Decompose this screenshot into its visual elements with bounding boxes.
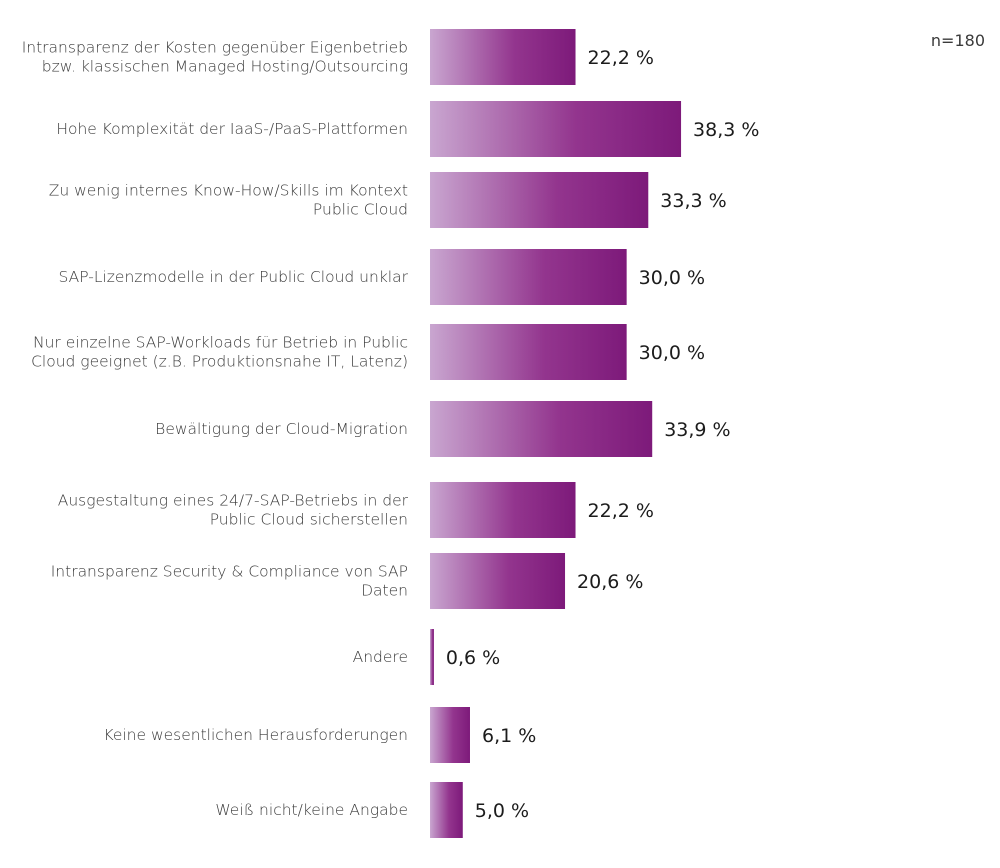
- category-label: SAP-Lizenzmodelle in der Public Cloud un…: [59, 268, 409, 286]
- category-label: Bewältigung der Cloud-Migration: [155, 420, 408, 438]
- category-label-line: bzw. klassischen Managed Hosting/Outsour…: [42, 58, 408, 76]
- value-label: 5,0 %: [475, 800, 529, 822]
- value-label: 38,3 %: [693, 119, 759, 141]
- category-label-line: Keine wesentlichen Herausforderungen: [103, 726, 408, 744]
- bar: [430, 782, 463, 838]
- bar: [430, 324, 627, 380]
- bars-layer: Intransparenz der Kosten gegenüber Eigen…: [22, 29, 759, 838]
- bar: [430, 629, 434, 685]
- value-label: 22,2 %: [588, 47, 654, 69]
- value-label: 22,2 %: [588, 500, 654, 522]
- value-label: 6,1 %: [482, 725, 536, 747]
- bar-row: Andere 0,6 %: [353, 629, 500, 685]
- category-label-line: Intransparenz Security & Compliance von …: [51, 563, 408, 581]
- bar-row: Weiß nicht/keine Angabe 5,0 %: [215, 782, 529, 838]
- bar-row: Keine wesentlichen Herausforderungen 6,1 …: [103, 707, 536, 763]
- category-label-line: Hohe Komplexität der IaaS-/PaaS-Plattfor…: [56, 120, 408, 138]
- category-label: Intransparenz der Kosten gegenüber Eigen…: [22, 39, 408, 76]
- category-label-line: Daten: [361, 582, 408, 600]
- bar: [430, 29, 576, 85]
- value-label: 33,3 %: [660, 190, 726, 212]
- bar-row: Zu wenig internes Know-How/Skills im Kon…: [49, 172, 727, 228]
- value-label: 20,6 %: [577, 571, 643, 593]
- bar: [430, 401, 653, 457]
- category-label: Hohe Komplexität der IaaS-/PaaS-Plattfor…: [56, 120, 408, 138]
- bar: [430, 553, 566, 609]
- category-label-line: Nur einzelne SAP-Workloads für Betrieb i…: [33, 334, 408, 352]
- category-label-line: Bewältigung der Cloud-Migration: [155, 420, 408, 438]
- category-label-line: Intransparenz der Kosten gegenüber Eigen…: [22, 39, 408, 57]
- bar: [430, 482, 576, 538]
- bar-row: SAP-Lizenzmodelle in der Public Cloud un…: [59, 249, 705, 305]
- category-label: Intransparenz Security & Compliance von …: [51, 563, 408, 600]
- value-label: 33,9 %: [664, 419, 730, 441]
- category-label: Keine wesentlichen Herausforderungen: [103, 726, 408, 744]
- category-label-line: Andere: [353, 648, 408, 666]
- bar: [430, 707, 470, 763]
- bar-row: Intransparenz der Kosten gegenüber Eigen…: [22, 29, 654, 85]
- value-label: 0,6 %: [446, 647, 500, 669]
- bar: [430, 249, 627, 305]
- category-label-line: Cloud geeignet (z.B. Produktionsnahe IT,…: [31, 353, 408, 371]
- category-label-line: SAP-Lizenzmodelle in der Public Cloud un…: [59, 268, 409, 286]
- bar-row: Ausgestaltung eines 24/7-SAP-Betriebs in…: [58, 482, 654, 538]
- bar-row: Intransparenz Security & Compliance von …: [51, 553, 643, 609]
- sample-size-label: n=180: [931, 31, 985, 50]
- value-label: 30,0 %: [639, 267, 705, 289]
- category-label-line: Weiß nicht/keine Angabe: [215, 801, 408, 819]
- bar-row: Bewältigung der Cloud-Migration 33,9 %: [155, 401, 731, 457]
- category-label: Ausgestaltung eines 24/7-SAP-Betriebs in…: [58, 492, 409, 529]
- category-label-line: Ausgestaltung eines 24/7-SAP-Betriebs in…: [58, 492, 409, 510]
- category-label: Andere: [353, 648, 408, 666]
- category-label-line: Public Cloud sicherstellen: [210, 511, 408, 529]
- bar-row: Nur einzelne SAP-Workloads für Betrieb i…: [31, 324, 705, 380]
- category-label: Weiß nicht/keine Angabe: [215, 801, 408, 819]
- category-label-line: Public Cloud: [313, 201, 408, 219]
- bar: [430, 172, 649, 228]
- bar-row: Hohe Komplexität der IaaS-/PaaS-Plattfor…: [56, 101, 759, 157]
- category-label-line: Zu wenig internes Know-How/Skills im Kon…: [49, 182, 408, 200]
- category-label: Zu wenig internes Know-How/Skills im Kon…: [49, 182, 408, 219]
- value-label: 30,0 %: [639, 342, 705, 364]
- bar: [430, 101, 682, 157]
- category-label: Nur einzelne SAP-Workloads für Betrieb i…: [31, 334, 408, 371]
